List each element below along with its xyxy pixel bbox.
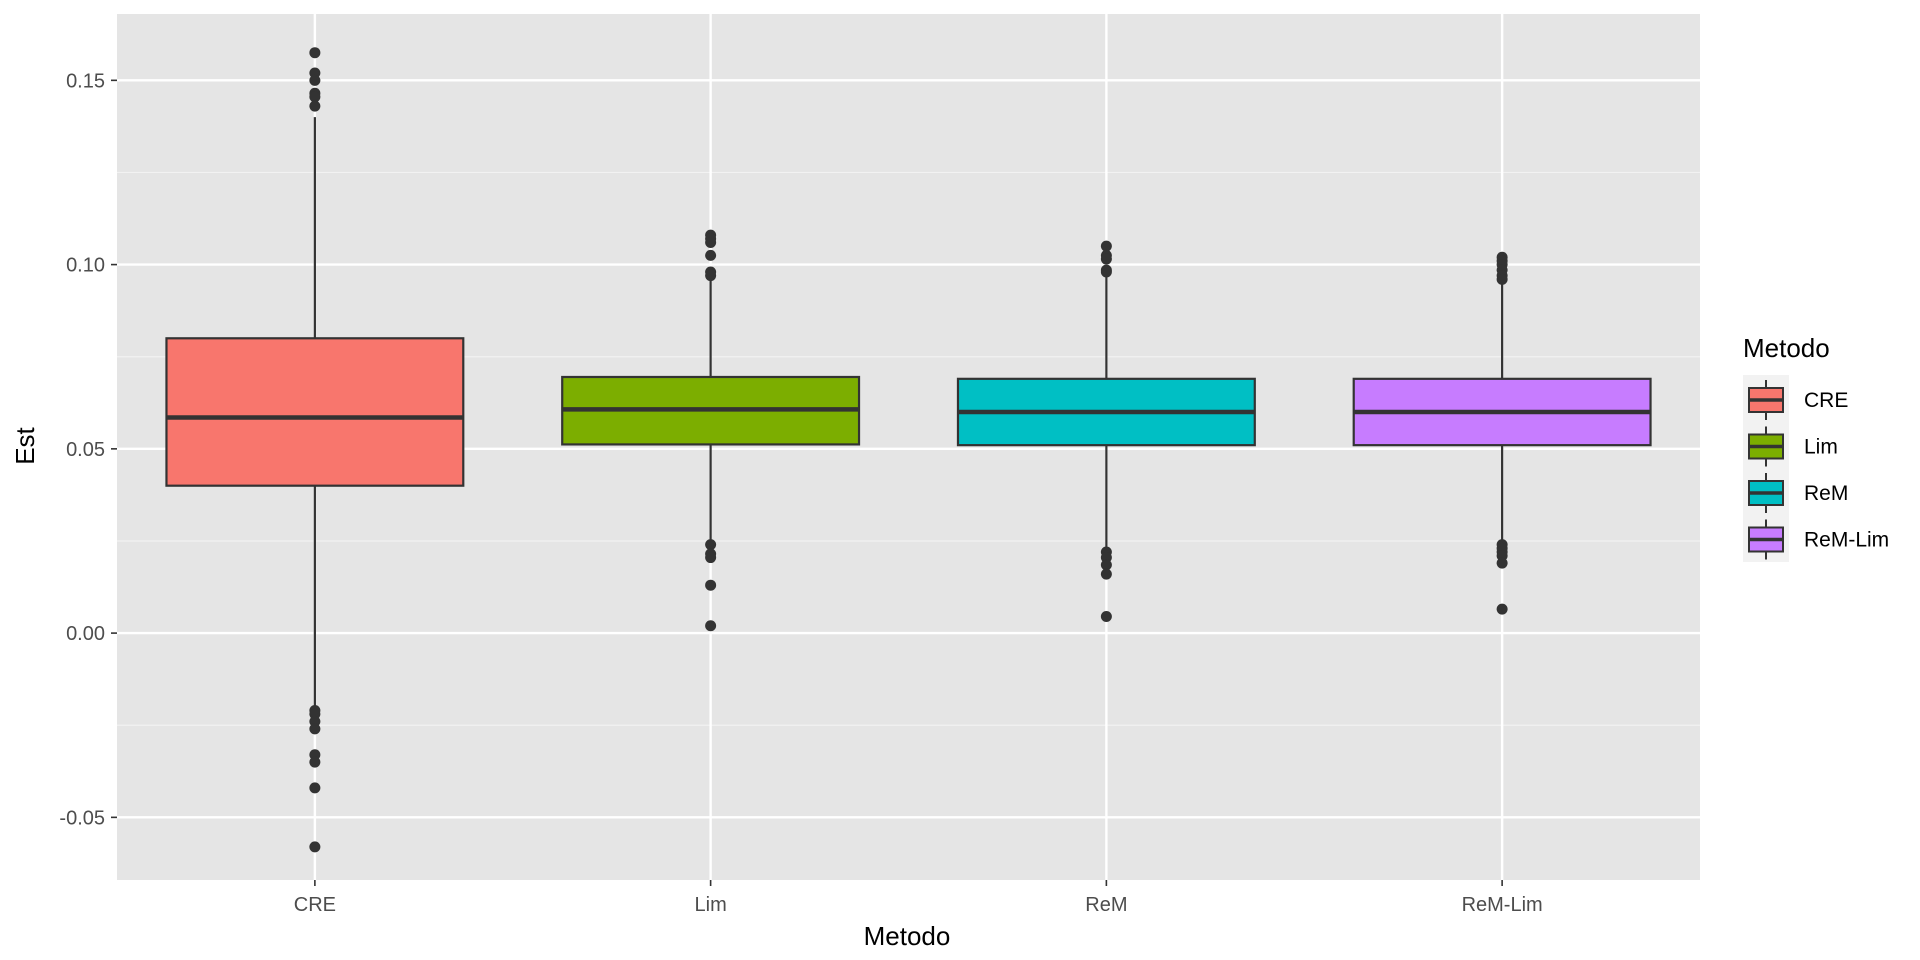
y-tick-label: 0.10 <box>66 255 105 277</box>
x-tick-label: CRE <box>294 894 336 916</box>
box-iqr <box>165 337 465 487</box>
y-tick-label: -0.05 <box>59 807 105 829</box>
legend-item-rem-lim: ReM-Lim <box>1748 519 1889 560</box>
outlier-point <box>705 552 717 564</box>
outlier-point <box>1496 557 1508 569</box>
outlier-point <box>1100 240 1112 252</box>
legend: Metodo CRE Lim ReM ReM-Lim <box>1743 333 1889 562</box>
box-lim <box>561 229 861 632</box>
outlier-point <box>1496 273 1508 285</box>
box-cre <box>165 47 465 853</box>
outlier-point <box>705 579 717 591</box>
x-tick-label: Lim <box>695 894 727 916</box>
legend-title: Metodo <box>1743 333 1830 363</box>
outlier-point <box>1100 559 1112 571</box>
outlier-point <box>309 47 321 59</box>
outlier-point <box>1100 266 1112 278</box>
y-tick-label: 0.00 <box>66 623 105 645</box>
box-rem <box>956 240 1256 623</box>
outlier-point <box>1496 603 1508 615</box>
y-tick-label: 0.15 <box>66 70 105 92</box>
legend-item-cre: CRE <box>1748 380 1848 420</box>
outlier-point <box>309 100 321 112</box>
outlier-point <box>705 249 717 261</box>
outlier-point <box>309 756 321 768</box>
outlier-point <box>705 270 717 282</box>
legend-label: ReM <box>1804 482 1848 505</box>
outlier-point <box>705 620 717 632</box>
legend-item-rem: ReM <box>1748 473 1848 513</box>
x-tick-label: ReM-Lim <box>1462 894 1543 916</box>
box-rem-lim <box>1352 251 1652 615</box>
outlier-point <box>309 74 321 86</box>
outlier-point <box>1100 611 1112 623</box>
outlier-point <box>309 723 321 735</box>
outlier-point <box>705 539 717 551</box>
outlier-point <box>309 91 321 103</box>
legend-label: CRE <box>1804 389 1848 412</box>
x-tick-label: ReM <box>1085 894 1127 916</box>
outlier-point <box>705 236 717 248</box>
x-axis-title: Metodo <box>864 921 951 951</box>
legend-label: ReM-Lim <box>1804 529 1889 552</box>
outlier-point <box>309 841 321 853</box>
outlier-point <box>309 782 321 794</box>
legend-label: Lim <box>1804 436 1838 459</box>
y-axis-title: Est <box>10 426 40 464</box>
y-axis: -0.05 0.00 0.05 0.10 0.15 <box>59 70 117 829</box>
outlier-point <box>1100 253 1112 265</box>
outlier-point <box>1100 568 1112 580</box>
boxes <box>165 47 1652 853</box>
legend-item-lim: Lim <box>1748 426 1838 467</box>
x-axis: CRE Lim ReM ReM-Lim <box>294 880 1543 916</box>
y-tick-label: 0.05 <box>66 439 105 461</box>
